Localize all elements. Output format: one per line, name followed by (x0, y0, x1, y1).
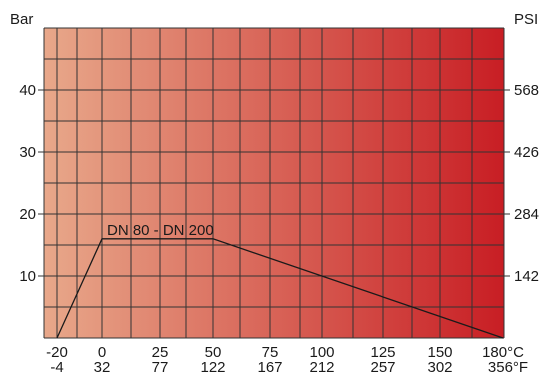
x-tick-label-celsius: 150 (427, 344, 452, 361)
y-tick-label-right: 142 (514, 268, 539, 285)
x-tick-label-celsius: 0 (98, 344, 106, 361)
series-line (56, 238, 504, 339)
x-tick-label-celsius: 75 (262, 344, 279, 361)
y-tick-label-right: 426 (514, 144, 539, 161)
x-tick-label-fahrenheit: 122 (200, 359, 225, 376)
x-tick-label-celsius: 100 (309, 344, 334, 361)
x-tick-label-fahrenheit: 167 (257, 359, 282, 376)
y-axis-left-title: Bar (10, 11, 33, 28)
y-tick-label-left: 10 (19, 268, 36, 285)
tick-labels: 10 20 30 40 142 284 426 568 -20 0 25 50 75 100 125 150 1… (19, 82, 539, 376)
x-tick-label-fahrenheit: 356°F (488, 359, 528, 376)
x-tick-label-fahrenheit: 302 (427, 359, 452, 376)
y-tick-label-left: 40 (19, 82, 36, 99)
y-tick-label-left: 20 (19, 206, 36, 223)
x-tick-label-fahrenheit: 212 (309, 359, 334, 376)
y-tick-label-right: 284 (514, 206, 539, 223)
series-label-dn80-dn200: DN 80 - DN 200 (107, 222, 214, 239)
x-tick-label-celsius: 25 (152, 344, 169, 361)
y-axis-right-title: PSI (514, 11, 538, 28)
series-layer (56, 238, 504, 339)
x-tick-label-celsius: 50 (205, 344, 222, 361)
x-tick-label-celsius: -20 (46, 344, 68, 361)
x-tick-label-fahrenheit: -4 (50, 359, 63, 376)
x-tick-label-fahrenheit: 77 (152, 359, 169, 376)
x-tick-label-fahrenheit: 257 (370, 359, 395, 376)
y-tick-label-right: 568 (514, 82, 539, 99)
x-tick-label-celsius: 180°C (482, 344, 524, 361)
y-tick-label-left: 30 (19, 144, 36, 161)
x-tick-label-fahrenheit: 32 (94, 359, 111, 376)
x-tick-label-celsius: 125 (370, 344, 395, 361)
grid (38, 27, 510, 339)
